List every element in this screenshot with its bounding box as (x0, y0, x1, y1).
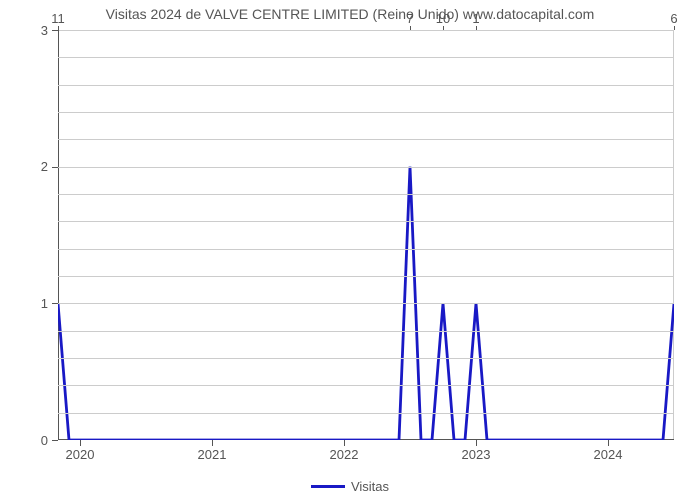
x-top-tick (674, 26, 675, 30)
grid-line-minor (58, 331, 674, 332)
x-tick (476, 440, 477, 446)
y-tick (52, 167, 58, 168)
grid-line-minor (58, 194, 674, 195)
legend-label: Visitas (351, 479, 389, 494)
grid-line-minor (58, 276, 674, 277)
x-top-tick (58, 26, 59, 30)
x-top-tick-label: 6 (670, 12, 677, 25)
x-tick (80, 440, 81, 446)
grid-line-minor (58, 85, 674, 86)
grid-line-minor (58, 358, 674, 359)
y-tick-label: 3 (41, 24, 48, 37)
x-tick-label: 2020 (66, 448, 95, 461)
x-tick-label: 2021 (198, 448, 227, 461)
grid-line (58, 167, 674, 168)
x-tick-label: 2023 (462, 448, 491, 461)
y-tick (52, 440, 58, 441)
legend: Visitas (0, 478, 700, 494)
legend-swatch (311, 485, 345, 488)
y-tick (52, 303, 58, 304)
grid-line-minor (58, 112, 674, 113)
y-tick-label: 0 (41, 434, 48, 447)
x-tick (608, 440, 609, 446)
x-top-tick (443, 26, 444, 30)
grid-line (58, 303, 674, 304)
y-tick (52, 30, 58, 31)
y-tick-label: 1 (41, 297, 48, 310)
grid-line-minor (58, 57, 674, 58)
x-top-tick-label: 1 (472, 12, 479, 25)
grid-line-minor (58, 221, 674, 222)
x-tick (212, 440, 213, 446)
x-top-tick-label: 7 (406, 12, 413, 25)
x-top-tick (476, 26, 477, 30)
x-top-tick-label: 11 (51, 12, 65, 25)
x-tick (344, 440, 345, 446)
x-tick-label: 2022 (330, 448, 359, 461)
x-tick-label: 2024 (594, 448, 623, 461)
x-top-tick-label: 10 (436, 12, 450, 25)
y-tick-label: 2 (41, 160, 48, 173)
grid-line-minor (58, 385, 674, 386)
grid-line-minor (58, 413, 674, 414)
grid-line-minor (58, 139, 674, 140)
line-series (58, 30, 674, 440)
plot-area: 202020212022202320241171016 (58, 30, 674, 440)
grid-line-minor (58, 249, 674, 250)
chart-title: Visitas 2024 de VALVE CENTRE LIMITED (Re… (0, 6, 700, 22)
x-top-tick (410, 26, 411, 30)
